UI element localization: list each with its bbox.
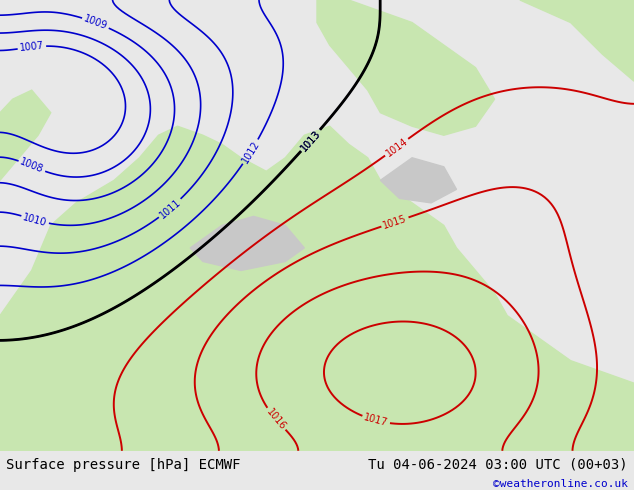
Text: 1009: 1009 bbox=[82, 14, 109, 32]
Polygon shape bbox=[190, 217, 304, 270]
Text: 1008: 1008 bbox=[18, 157, 45, 175]
Polygon shape bbox=[520, 0, 634, 81]
Text: 1015: 1015 bbox=[382, 213, 408, 231]
Text: 1010: 1010 bbox=[22, 212, 48, 228]
Text: Surface pressure [hPa] ECMWF: Surface pressure [hPa] ECMWF bbox=[6, 458, 241, 471]
Polygon shape bbox=[380, 158, 456, 203]
Text: 1007: 1007 bbox=[19, 41, 44, 53]
Text: 1016: 1016 bbox=[264, 407, 288, 432]
Text: Tu 04-06-2024 03:00 UTC (00+03): Tu 04-06-2024 03:00 UTC (00+03) bbox=[368, 458, 628, 471]
Text: ©weatheronline.co.uk: ©weatheronline.co.uk bbox=[493, 479, 628, 489]
Text: 1011: 1011 bbox=[157, 196, 183, 220]
Polygon shape bbox=[317, 0, 495, 135]
Polygon shape bbox=[0, 126, 634, 451]
Text: 1012: 1012 bbox=[240, 139, 261, 165]
Text: 1013: 1013 bbox=[299, 128, 323, 153]
Text: 1017: 1017 bbox=[363, 413, 389, 428]
Polygon shape bbox=[0, 90, 51, 180]
Text: 1013: 1013 bbox=[299, 128, 323, 153]
Text: 1014: 1014 bbox=[384, 136, 410, 158]
